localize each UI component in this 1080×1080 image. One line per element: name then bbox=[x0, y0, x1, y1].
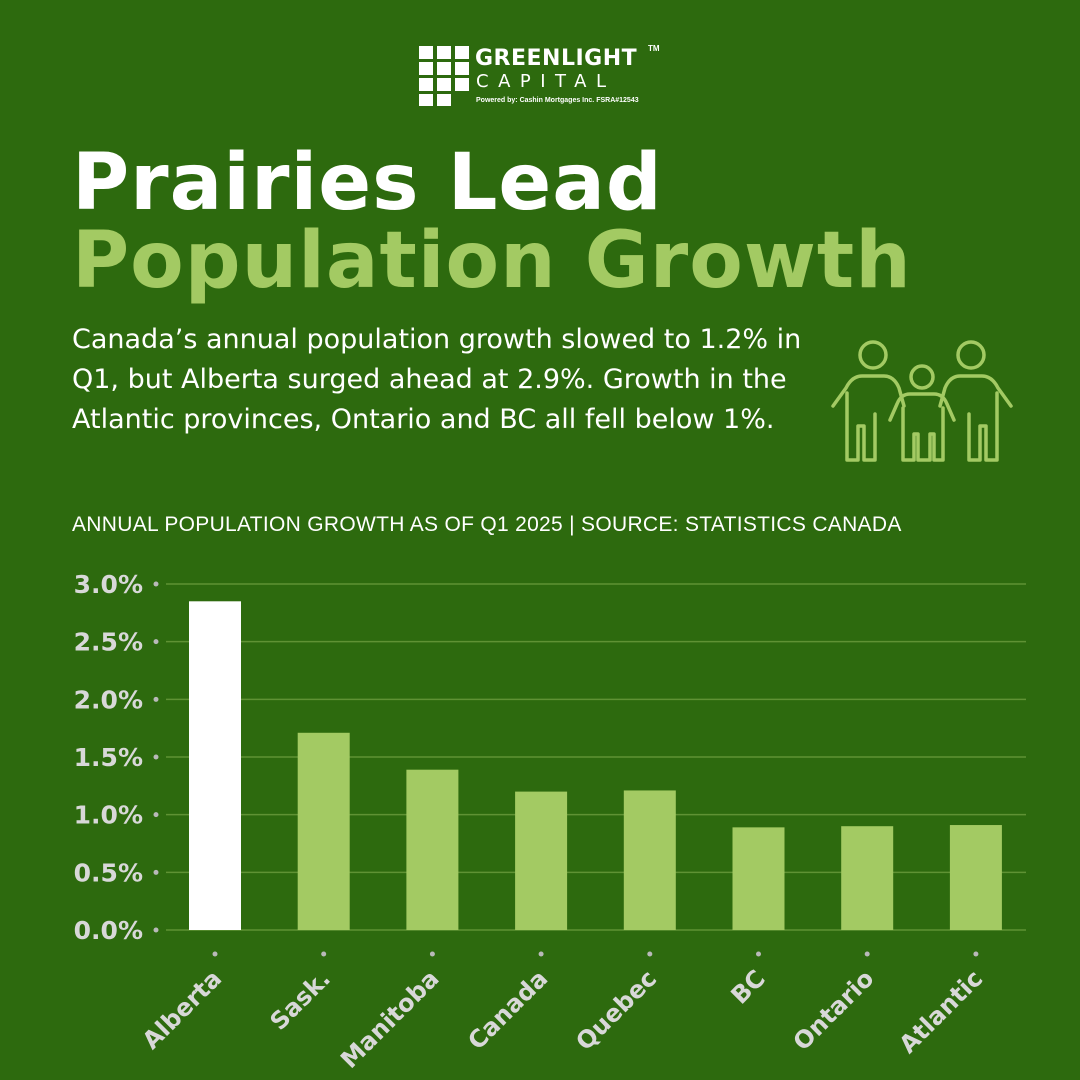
logo: GREENLIGHT TM CAPITAL Powered by: Cashin… bbox=[419, 44, 669, 110]
logo-name: GREENLIGHT bbox=[475, 46, 638, 71]
y-tick-mark bbox=[153, 869, 159, 875]
chart-title: ANNUAL POPULATION GROWTH AS OF Q1 2025 |… bbox=[72, 513, 902, 536]
bar-chart: 0.0% 0.5% 1.0% 1.5% 2.0% 2.5% 3.0% Alberta Sask.… bbox=[74, 570, 1026, 1074]
y-tick-mark bbox=[153, 754, 159, 760]
logo-powered-by: Powered by: Cashin Mortgages Inc. FSRA#1… bbox=[476, 97, 639, 104]
bar-ontario bbox=[841, 826, 894, 930]
x-tick-mark bbox=[429, 951, 435, 957]
bar-bc bbox=[732, 827, 785, 930]
x-tick-mark bbox=[756, 951, 761, 957]
logo-grid-icon bbox=[419, 46, 469, 106]
x-tick-mark bbox=[973, 951, 979, 957]
y-tick-mark bbox=[153, 927, 159, 933]
x-tick-mark bbox=[212, 951, 218, 957]
y-tick-label: 0.5% bbox=[74, 858, 143, 887]
family-icon bbox=[831, 340, 1013, 462]
x-tick-mark bbox=[647, 951, 653, 957]
bar-canada bbox=[515, 791, 568, 930]
y-tick-label: 3.0% bbox=[74, 570, 143, 599]
x-tick-label: Canada bbox=[463, 964, 554, 1055]
y-tick-mark bbox=[153, 581, 159, 587]
description: Canada’s annual population growth slowed… bbox=[72, 324, 802, 435]
x-tick-label: Alberta bbox=[137, 964, 227, 1054]
y-tick-mark bbox=[153, 696, 159, 702]
y-tick-label: 2.0% bbox=[74, 685, 143, 714]
y-tick-label: 1.0% bbox=[74, 801, 143, 830]
bar-sask bbox=[297, 732, 350, 930]
y-tick-label: 2.5% bbox=[74, 628, 143, 657]
x-tick-mark bbox=[864, 951, 870, 957]
x-tick-label: Sask. bbox=[265, 964, 336, 1035]
logo-trademark: TM bbox=[648, 44, 660, 53]
headline-line-2: Population Growth bbox=[72, 216, 912, 306]
x-tick-label: Quebec bbox=[571, 964, 663, 1056]
x-tick-label: BC bbox=[726, 964, 771, 1009]
bar-manitoba bbox=[406, 769, 459, 930]
x-tick-mark bbox=[538, 951, 544, 957]
y-tick-mark bbox=[153, 812, 159, 818]
bar-atlantic bbox=[949, 825, 1002, 930]
y-tick-mark bbox=[153, 639, 159, 645]
x-tick-label: Atlantic bbox=[894, 964, 988, 1058]
headline-line-1: Prairies Lead bbox=[72, 138, 663, 228]
logo-subtitle: CAPITAL bbox=[476, 71, 616, 92]
bar-quebec bbox=[623, 790, 676, 930]
bar-alberta bbox=[189, 601, 241, 930]
x-tick-mark bbox=[321, 951, 327, 957]
x-tick-label: Manitoba bbox=[335, 964, 444, 1073]
y-tick-label: 0.0% bbox=[74, 916, 143, 945]
x-tick-label: Ontario bbox=[788, 964, 880, 1056]
y-tick-label: 1.5% bbox=[74, 743, 143, 772]
